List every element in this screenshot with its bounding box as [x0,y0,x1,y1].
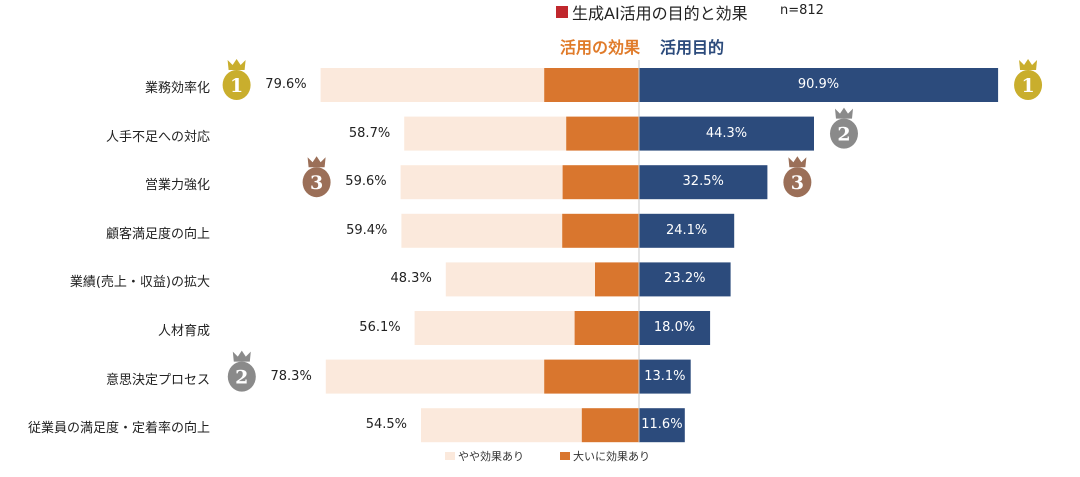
legend-swatch-light [445,452,455,460]
medal-disc [783,167,812,198]
bar-effect-strong [566,116,639,151]
legend-item-light: やや効果あり [445,448,524,464]
crown-icon [834,107,853,119]
crown-icon [788,156,807,168]
bar-effect-strong [544,68,639,102]
bar-effect-slight [401,213,563,248]
sample-size: n=812 [780,3,824,18]
effect-total-label: 58.7% [348,125,391,141]
title-square-icon [556,6,568,18]
rank-3-medal-icon: 3 [302,156,331,198]
rank-1-medal-icon: 1 [222,59,251,100]
effect-header: 活用の効果 [559,38,640,57]
effect-total-label: 59.4% [346,222,388,238]
medal-rank-number: 3 [791,172,804,194]
medal-rank-number: 1 [1021,75,1034,97]
category-label: 顧客満足度の向上 [105,226,210,242]
bar-effect-strong [544,359,639,394]
chart-title: 生成AI活用の目的と効果 [572,4,748,23]
purpose-value-label: 11.6% [641,417,683,433]
bar-purpose [639,68,999,102]
bar-effect-strong [574,311,639,345]
medal-disc [227,361,256,392]
effect-total-label: 54.5% [365,417,407,433]
bar-effect-slight [414,311,575,345]
category-label: 業績(売上・収益)の拡大 [69,275,210,291]
purpose-header: 活用目的 [660,38,725,57]
effect-total-label: 79.6% [265,77,307,92]
purpose-value-label: 18.0% [653,320,696,335]
medal-rank-number: 3 [310,172,323,194]
crown-icon [232,350,251,362]
effect-total-label: 48.3% [390,271,432,287]
legend-item-orange: 大いに効果あり [560,448,650,464]
category-label: 人手不足への対応 [105,129,210,145]
crown-icon [227,59,246,70]
bar-effect-slight [421,408,582,443]
bar-effect-slight [404,116,567,151]
bar-purpose [639,116,814,151]
medal-disc [302,167,331,198]
crown-icon [307,156,326,168]
bar-effect-slight [400,165,563,200]
purpose-value-label: 13.1% [644,368,686,384]
chart-title-group: 生成AI活用の目的と効果 [556,0,748,24]
medal-rank-number: 2 [235,367,248,389]
bar-effect-strong [581,408,639,443]
effect-total-label: 78.3% [270,368,312,384]
rank-2-medal-icon: 2 [227,350,256,392]
medal-disc [1014,70,1043,100]
bar-purpose [639,311,711,345]
bar-effect-strong [562,213,639,248]
bar-effect-strong [562,165,639,200]
rank-1-medal-icon: 1 [1014,59,1043,100]
medal-disc [222,70,251,100]
bar-effect-strong [595,262,639,297]
legend-label-orange: 大いに効果あり [573,450,650,463]
purpose-value-label: 24.1% [665,222,708,238]
purpose-value-label: 44.3% [705,125,748,141]
bar-purpose [639,213,735,248]
purpose-value-label: 90.9% [797,77,840,92]
bar-purpose [639,408,685,443]
bar-purpose [639,165,768,200]
bar-purpose [639,359,691,394]
medal-disc [829,118,858,149]
bar-effect-slight [320,68,545,102]
purpose-value-label: 32.5% [682,174,724,190]
medal-rank-number: 2 [837,124,850,146]
crown-icon [1019,59,1038,70]
category-label: 営業力強化 [144,178,210,194]
purpose-value-label: 23.2% [664,271,706,287]
legend-swatch-orange [560,452,570,460]
category-label: 意思決定プロセス [105,372,210,388]
medal-rank-number: 1 [230,75,243,97]
bar-effect-slight [445,262,595,297]
legend-label-light: やや効果あり [458,450,524,463]
effect-total-label: 56.1% [359,320,401,335]
category-label: 業務効率化 [144,81,210,96]
bar-effect-slight [325,359,545,394]
category-label: 従業員の満足度・定着率の向上 [27,421,210,437]
category-label: 人材育成 [157,324,210,339]
effect-total-label: 59.6% [345,174,387,190]
bar-purpose [639,262,731,297]
rank-2-medal-icon: 2 [829,107,858,149]
rank-3-medal-icon: 3 [783,156,812,198]
